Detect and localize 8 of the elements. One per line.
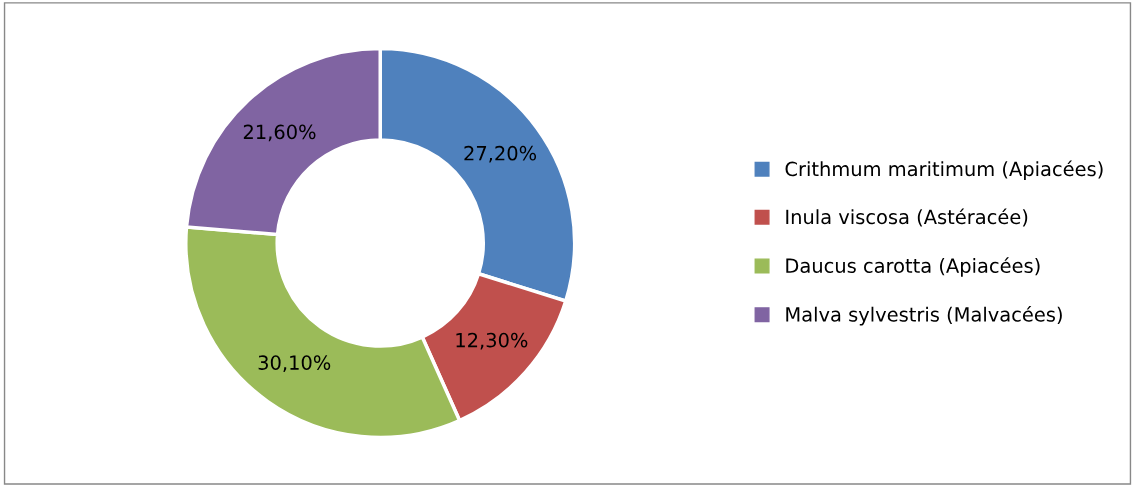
data-label: 21,60% <box>243 124 316 142</box>
legend-label: Inula viscosa (Astéracée) <box>786 208 1028 227</box>
data-label: 30,10% <box>258 355 331 372</box>
data-label: 12,30% <box>456 332 528 350</box>
data-label: 27,20% <box>464 145 537 163</box>
legend-label: Crithmum maritimum (Apiacées) <box>785 160 1103 181</box>
legend-label: Malva sylvestris (Malvacées) <box>786 305 1062 326</box>
legend-label: Daucus carotta (Apiacées) <box>786 257 1040 277</box>
